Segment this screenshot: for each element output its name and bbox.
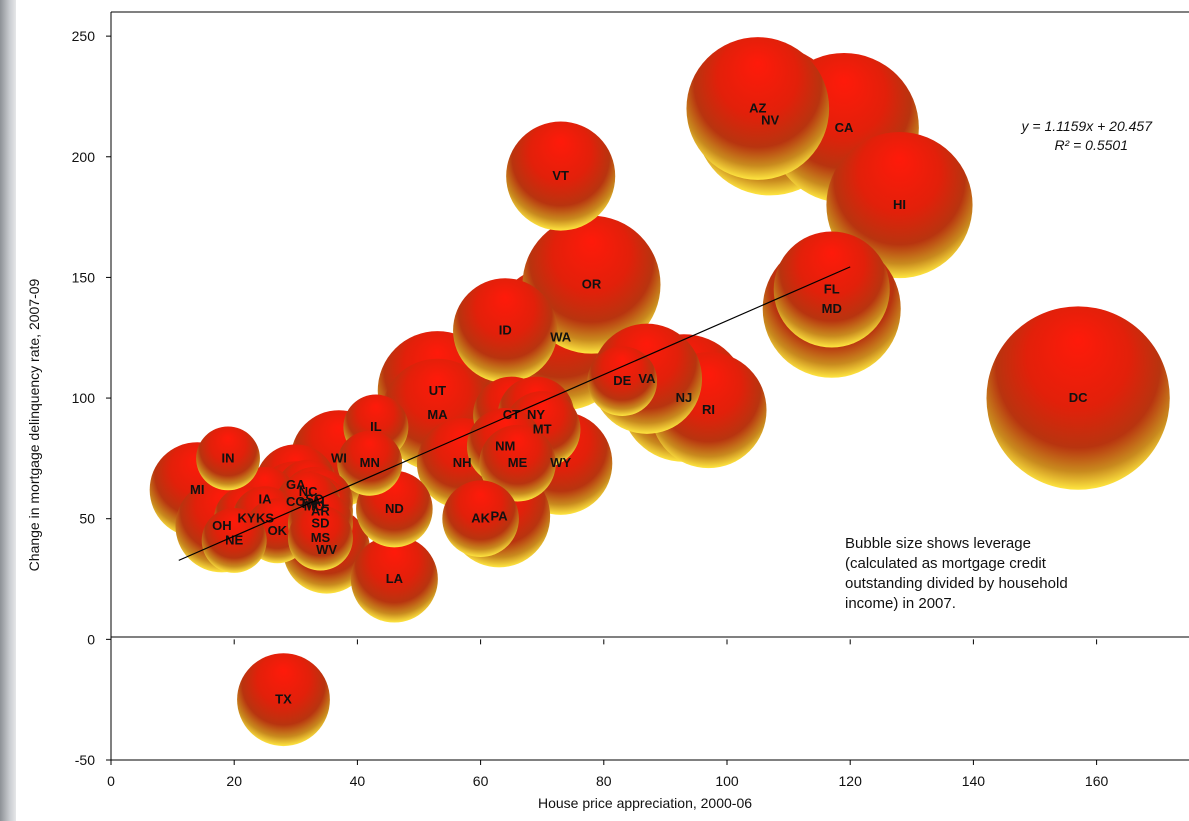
left-edge-strip [0,0,16,821]
bubble-label-ri: RI [702,402,715,417]
bubble-label-nh: NH [453,455,472,470]
bubble-vt [506,121,616,231]
x-tick-label: 120 [839,773,863,789]
bubble-label-wi: WI [331,450,347,465]
note-line-1: Bubble size shows leverage [845,535,1031,552]
bubble-dc [986,306,1170,490]
bubble-label-me: ME [508,455,528,470]
bubble-label-group: AZNVCAVTHIFLMDORIDWADCDEVANJRIUTMACTNYMT… [190,101,1088,707]
x-tick-label: 160 [1085,773,1109,789]
trendline-r-squared: R² = 0.5501 [1054,137,1128,153]
bubble-label-al: AL [312,494,329,509]
bubble-label-fl: FL [824,281,840,296]
x-tick-label: 80 [596,773,612,789]
bubble-label-wa: WA [550,330,572,345]
y-tick-label: 100 [72,390,96,406]
bubble-label-wv: WV [316,542,337,557]
bubble-ak [442,480,519,557]
bubble-fl [773,231,890,348]
bubble-label-ky: KY [237,511,255,526]
bubble-label-ma: MA [427,407,448,422]
bubble-label-wy: WY [550,455,571,470]
y-tick-group: -50 0 50 100 150 200 250 [72,28,111,768]
bubble-label-ca: CA [835,120,854,135]
bubble-tx [237,653,330,747]
plot-area [110,11,1189,761]
bubble-de [587,346,658,416]
trendline-equation: y = 1.1159x + 20.457 [1020,118,1153,134]
bubble-label-mn: MN [360,455,380,470]
bubble-label-hi: HI [893,197,906,212]
bubble-me [479,424,556,502]
bubble-ne [201,507,267,573]
bubble-label-la: LA [386,571,404,586]
bubble-in [196,426,260,491]
x-axis-title: House price appreciation, 2000-06 [538,795,752,811]
bubble-label-nd: ND [385,501,404,516]
bubble-label-mt: MT [533,421,552,436]
bubble-label-in: IN [222,450,235,465]
bubble-label-de: DE [613,373,631,388]
bubble-label-pa: PA [491,508,509,523]
bubble-label-or: OR [582,277,602,292]
bubble-label-ne: NE [225,532,243,547]
y-axis-title: Change in mortgage delinquency rate, 200… [26,278,42,571]
x-tick-label: 20 [226,773,242,789]
bubble-label-md: MD [822,301,842,316]
bubble-id [453,278,558,383]
bubble-az [686,37,830,180]
bubble-label-ga: GA [286,477,306,492]
bubble-label-nc: NC [299,484,318,499]
bubble-label-nv: NV [761,113,779,128]
y-tick-label: 150 [72,269,96,285]
bubble-label-ut: UT [429,383,446,398]
bubble-label-ks: KS [256,511,274,526]
bubble-la [350,535,438,623]
bubble-label-mo: MO [304,499,325,514]
bubble-label-il: IL [370,419,382,434]
bubble-label-va: VA [638,371,656,386]
bubble-size-note: Bubble size shows leverage (calculated a… [845,534,1068,614]
bubble-label-ak: AK [471,511,490,526]
bubble-label-ny: NY [527,407,545,422]
y-tick-label: 200 [72,149,96,165]
bubble-label-tx: TX [275,692,292,707]
bubble-group [149,37,1170,747]
bubble-label-mi: MI [190,482,204,497]
bubble-label-dc: DC [1069,390,1088,405]
bubble-label-sd: SD [311,516,329,531]
x-tick-label: 100 [715,773,739,789]
y-tick-label: 250 [72,28,96,44]
bubble-label-co: CO [286,494,306,509]
note-line-4: income) in 2007. [845,595,956,612]
bubble-label-ar: AR [311,503,330,518]
bubble-label-vt: VT [552,168,569,183]
bubble-or [522,215,661,354]
x-tick-group: 0 20 40 60 80 100 120 140 160 [107,639,1108,789]
x-tick-label: 40 [350,773,366,789]
x-tick-label: 0 [107,773,115,789]
bubble-label-nm: NM [495,438,515,453]
y-tick-label: -50 [75,752,95,768]
bubble-label-az: AZ [749,101,766,116]
bubble-label-ms: MS [311,530,331,545]
bubble-label-oh: OH [212,518,232,533]
x-tick-label: 60 [473,773,489,789]
bubble-label-id: ID [499,323,512,338]
bubble-label-ia: IA [259,491,273,506]
trendline [178,266,851,561]
note-line-3: outstanding divided by household [845,575,1068,592]
bubble-label-ok: OK [268,523,288,538]
x-tick-label: 140 [962,773,986,789]
note-line-2: (calculated as mortgage credit [845,555,1046,572]
y-tick-label: 0 [87,631,95,647]
bubble-label-nj: NJ [676,390,693,405]
bubble-ms [287,505,353,571]
y-tick-label: 50 [79,511,95,527]
bubble-mn [337,430,403,496]
